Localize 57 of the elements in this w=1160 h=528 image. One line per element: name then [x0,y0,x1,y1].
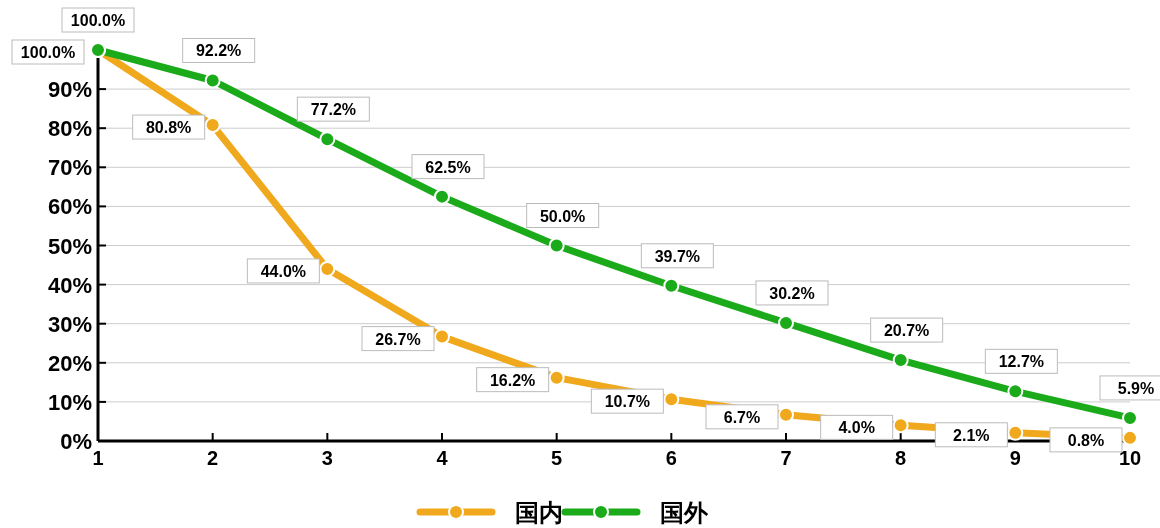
x-tick-label: 5 [551,447,563,469]
data-label: 5.9% [1117,379,1155,397]
data-label: 100.0% [20,44,76,61]
x-tick-label: 3 [321,447,333,469]
data-label: 6.7% [723,408,761,426]
data-label: 16.2% [489,371,536,389]
point [778,406,794,423]
point [1007,424,1024,441]
point [319,131,336,148]
y-tick-label: 60% [47,194,92,220]
x-tick-label: 4 [436,447,449,469]
y-tick-label: 40% [47,272,92,298]
x-tick-label: 2 [207,447,219,469]
data-label: 12.7% [998,353,1045,371]
y-tick-label: 80% [47,116,92,142]
legend-label: 国外 [660,499,709,526]
point [204,72,221,89]
point [1007,383,1024,400]
x-tick-label: 9 [1009,447,1021,469]
data-label: 26.7% [375,330,421,348]
point [204,117,221,134]
data-label: 10.7% [604,393,651,411]
point [434,328,450,345]
x-tick-label: 7 [780,447,792,469]
point [548,369,565,386]
y-tick-label: 50% [47,233,92,259]
point [663,391,680,408]
point [663,277,680,294]
point [319,260,336,277]
y-tick-label: 20% [47,350,92,376]
point [1122,429,1138,446]
data-label: 2.1% [953,426,990,444]
point [892,417,909,434]
data-label: 39.7% [654,247,701,265]
data-label: 44.0% [260,262,307,280]
x-tick-label: 6 [665,447,677,469]
data-label: 4.0% [838,419,875,437]
data-label: 0.8% [1067,431,1105,449]
x-tick-label: 10 [1118,447,1142,469]
y-tick-label: 90% [47,77,92,103]
legend-label: 国内 [515,499,563,526]
y-tick-label: 0% [60,429,92,454]
x-tick-label: 8 [895,447,907,469]
x-tick-label: 1 [92,447,104,469]
data-label: 100.0% [70,12,126,29]
y-tick-label: 10% [47,389,92,415]
point [434,188,450,205]
data-label: 80.8% [145,119,192,137]
data-label: 77.2% [310,101,357,119]
y-tick-label: 70% [47,155,92,181]
point [548,237,565,254]
data-label: 50.0% [539,207,586,225]
data-label: 30.2% [769,284,815,302]
data-label: 62.5% [425,158,471,176]
data-label: 92.2% [195,42,242,60]
data-label: 20.7% [883,322,930,340]
y-tick-label: 30% [47,311,92,337]
